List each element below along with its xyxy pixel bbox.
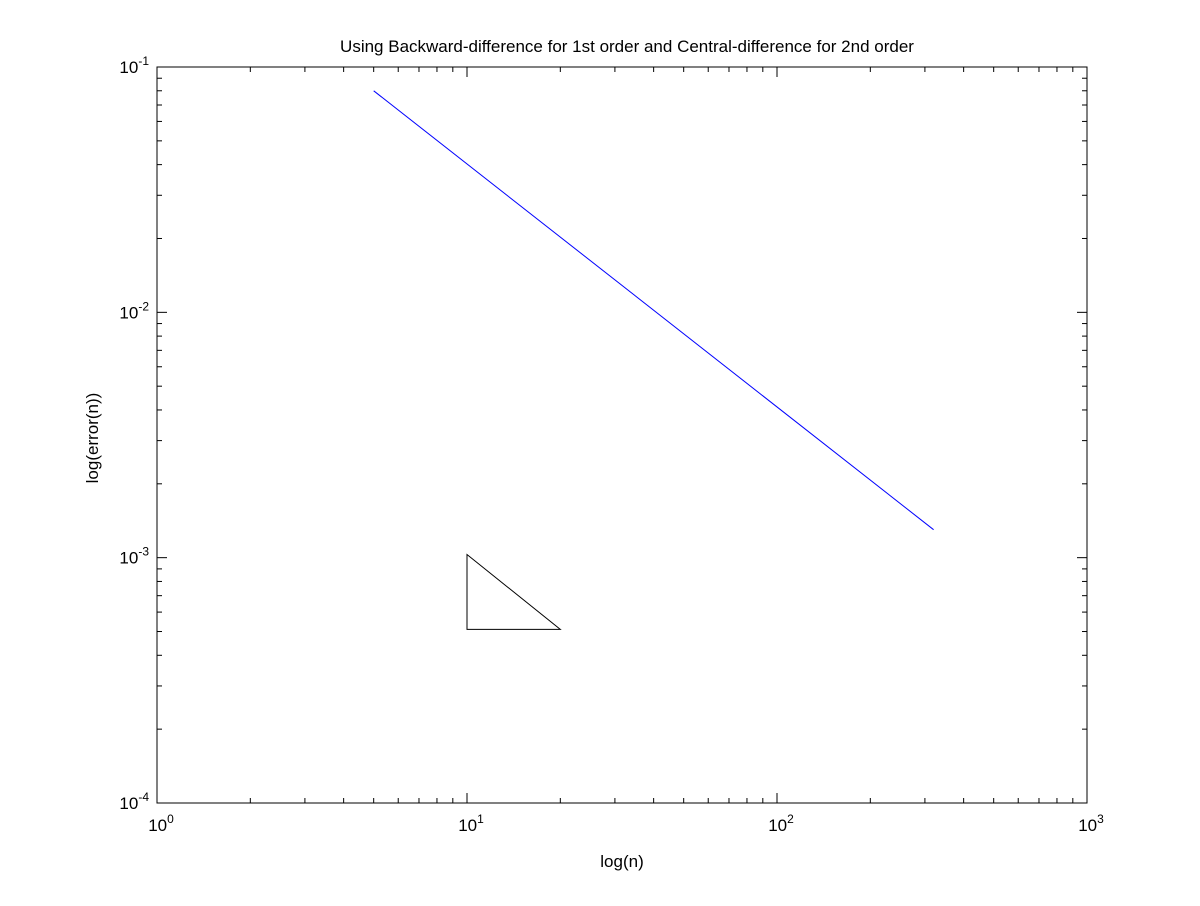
major-ticks [156,66,1088,804]
x-tick-label: 101 [458,812,484,835]
series-layer [373,90,934,531]
x-axis-label: log(n) [600,852,643,871]
y-tick-label: 10-2 [119,299,149,322]
y-tick-label: 10-4 [119,790,149,813]
x-tick-label: 100 [148,812,174,835]
tick-labels: 100 101 102 103 10-4 10-3 10-2 10-1 [119,54,1104,835]
chart-title: Using Backward-difference for 1st order … [340,37,914,56]
minor-ticks [157,67,1087,803]
slope-triangle [466,553,562,630]
y-tick-label: 10-3 [119,545,149,568]
y-axis-label: log(error(n)) [83,393,102,484]
x-tick-label: 102 [768,812,794,835]
series-line [373,90,934,531]
annotation-layer [466,553,562,630]
plot-area [156,66,1088,804]
y-tick-label: 10-1 [119,54,149,77]
x-tick-label: 103 [1078,812,1104,835]
